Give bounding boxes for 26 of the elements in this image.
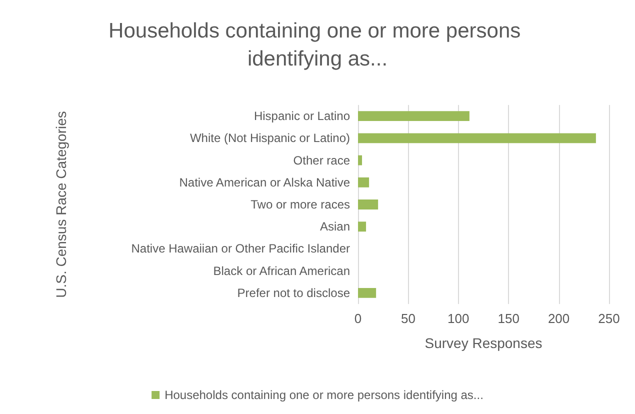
y-tick-label: Prefer not to disclose	[237, 286, 350, 300]
chart-title: Households containing one or more persons identifying as...	[108, 20, 526, 70]
x-tick-label: 250	[598, 311, 620, 326]
bar	[358, 133, 596, 144]
y-tick-label: Hispanic or Latino	[254, 109, 350, 124]
bar	[358, 288, 376, 298]
x-tick-label: 0	[354, 311, 362, 326]
x-tick-label: 50	[400, 311, 416, 326]
y-tick-label: Asian	[320, 220, 350, 234]
bar	[358, 177, 370, 188]
bar	[358, 111, 470, 122]
x-tick-label: 200	[548, 311, 570, 326]
y-tick-label: Native American or Alska Native	[179, 175, 350, 190]
y-tick-label: Black or African American	[213, 264, 350, 278]
bar	[358, 200, 378, 210]
y-axis-title: U.S. Census Race Categories	[53, 111, 69, 298]
x-tick-label: 150	[498, 311, 520, 326]
y-tick-label: Native Hawaiian or Other Pacific Islander	[131, 242, 350, 256]
x-tick-label: 100	[448, 311, 470, 326]
y-tick-label: White (Not Hispanic or Latino)	[190, 131, 350, 146]
y-tick-label: Other race	[293, 153, 350, 168]
bar	[358, 155, 362, 166]
y-tick-label: Two or more races	[250, 198, 350, 212]
x-axis-title: Survey Responses	[424, 335, 542, 351]
bar	[358, 222, 366, 232]
legend-label: Households containing one or more persons identifying as...	[164, 388, 484, 402]
